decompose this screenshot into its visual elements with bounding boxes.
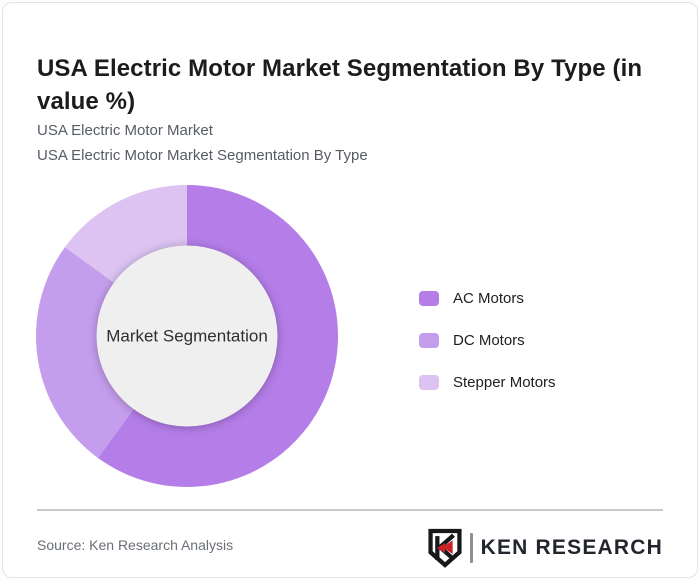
legend-item-dc-motors[interactable]: DC Motors: [419, 332, 556, 349]
legend-swatch-dc-motors: [419, 333, 439, 348]
source-note: Source: Ken Research Analysis: [37, 537, 234, 553]
brand-red-triangle-icon: [436, 543, 445, 553]
logo-divider: [469, 533, 473, 563]
legend-swatch-ac-motors: [419, 291, 439, 306]
legend-swatch-stepper-motors: [419, 375, 439, 390]
ken-research-shield-icon: [427, 528, 462, 568]
legend-label: DC Motors: [453, 332, 525, 349]
legend-item-ac-motors[interactable]: AC Motors: [419, 290, 556, 307]
chart-legend: AC Motors DC Motors Stepper Motors: [419, 290, 556, 391]
legend-label: Stepper Motors: [453, 374, 556, 391]
donut-hole: Market Segmentation: [96, 245, 278, 427]
legend-item-stepper-motors[interactable]: Stepper Motors: [419, 374, 556, 391]
legend-label: AC Motors: [453, 290, 524, 307]
subtitle-line-2: USA Electric Motor Market Segmentation B…: [37, 147, 368, 164]
chart-subtitle: USA Electric Motor Market USA Electric M…: [37, 118, 368, 168]
subtitle-line-1: USA Electric Motor Market: [37, 122, 213, 139]
page-title: USA Electric Motor Market Segmentation B…: [37, 55, 643, 116]
donut-chart-area: Market Segmentation: [36, 185, 338, 487]
brand-rest: EN RESEARCH: [496, 536, 663, 559]
brand-wordmark: K EN RESEARCH: [436, 536, 663, 560]
ken-research-logo: K EN RESEARCH: [427, 527, 663, 569]
donut-center-label: Market Segmentation: [106, 326, 268, 345]
footer-divider: [37, 509, 663, 511]
brand-k-letter: K: [480, 536, 497, 559]
